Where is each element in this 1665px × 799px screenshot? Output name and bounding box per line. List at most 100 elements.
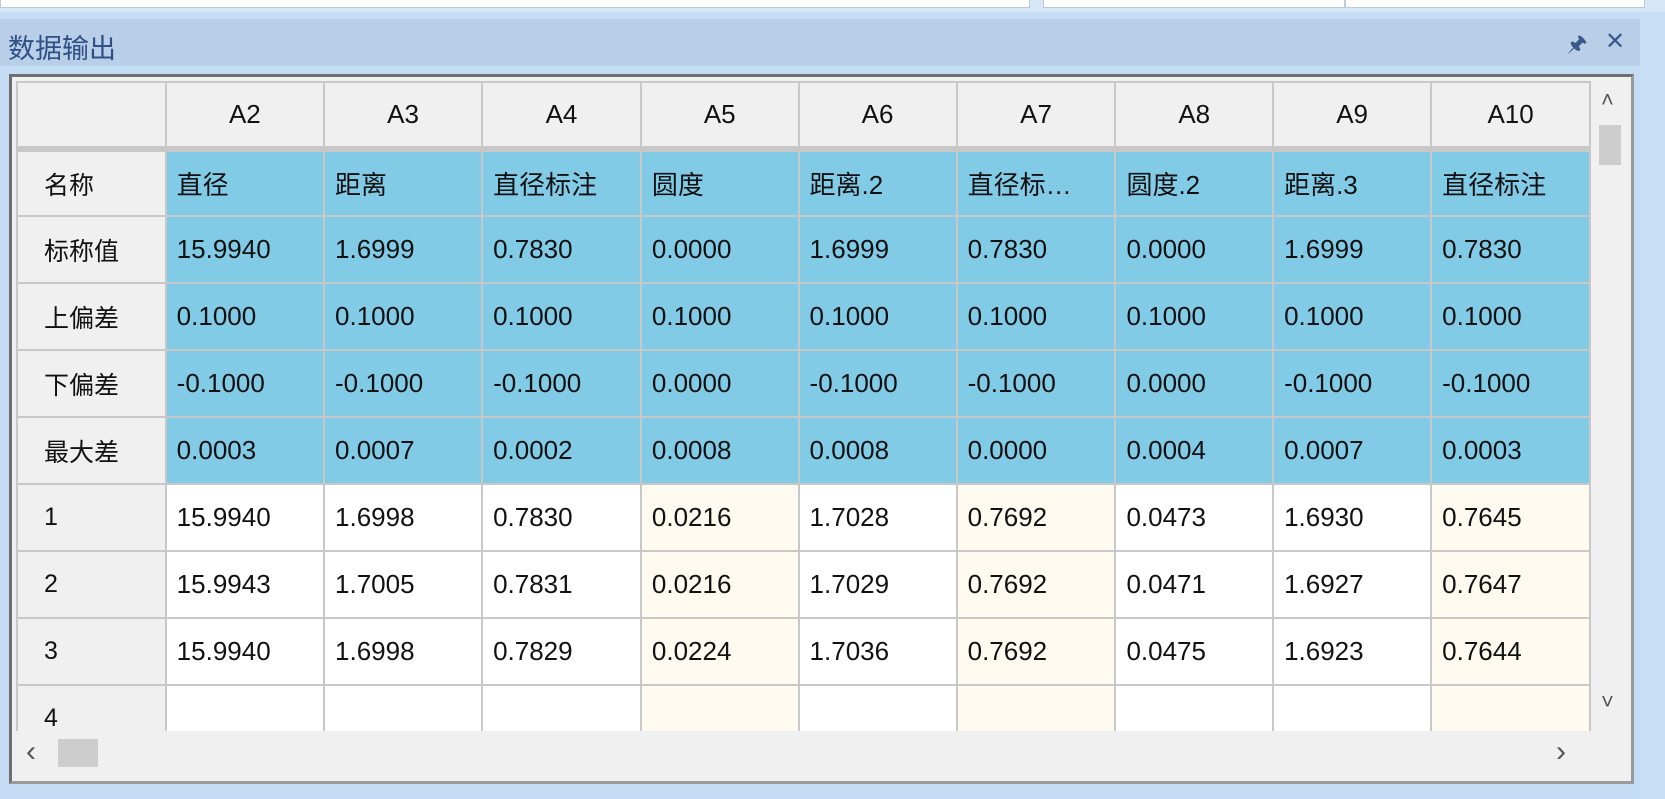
scroll-right-icon[interactable]: ›	[1556, 735, 1566, 768]
data-cell[interactable]: 15.9940	[164, 617, 326, 686]
scroll-left-icon[interactable]: ‹	[26, 735, 36, 768]
data-cell[interactable]: 0.7829	[481, 617, 642, 686]
data-cell[interactable]: 0.7692	[955, 550, 1117, 619]
row-header[interactable]: 3	[16, 617, 167, 686]
data-cell[interactable]: 0.7692	[955, 483, 1117, 552]
spec-cell[interactable]: 0.1000	[481, 282, 642, 351]
panel-title-bar[interactable]: 数据输出 🖈︎ ✕	[0, 19, 1640, 66]
spec-cell[interactable]: 15.9940	[164, 215, 326, 284]
data-cell[interactable]: 0.0473	[1114, 483, 1275, 552]
column-header[interactable]: A3	[323, 81, 484, 152]
spec-cell[interactable]: 0.1000	[955, 282, 1117, 351]
column-header[interactable]: A5	[639, 81, 800, 152]
vertical-scroll-thumb[interactable]	[1599, 125, 1621, 165]
data-cell[interactable]: 15.9943	[164, 550, 326, 619]
data-cell[interactable]: 0.7831	[481, 550, 642, 619]
spec-cell[interactable]: 0.1000	[639, 282, 800, 351]
spec-cell[interactable]: 直径标…	[955, 148, 1117, 217]
spec-cell[interactable]: 0.0000	[639, 349, 800, 418]
column-header[interactable]: A10	[1430, 81, 1591, 152]
data-cell[interactable]	[1430, 684, 1591, 731]
spec-cell[interactable]: -0.1000	[164, 349, 326, 418]
spec-cell[interactable]: 圆度.2	[1114, 148, 1275, 217]
spec-cell[interactable]: 距离.3	[1272, 148, 1433, 217]
data-cell[interactable]: 0.0471	[1114, 550, 1275, 619]
row-header[interactable]: 标称值	[16, 215, 167, 284]
row-header[interactable]: 上偏差	[16, 282, 167, 351]
spec-cell[interactable]: 0.0004	[1114, 416, 1275, 485]
data-cell[interactable]	[639, 684, 800, 731]
spec-cell[interactable]: 0.1000	[1114, 282, 1275, 351]
spec-cell[interactable]: -0.1000	[797, 349, 958, 418]
spec-cell[interactable]: 直径标注	[481, 148, 642, 217]
spec-cell[interactable]: -0.1000	[1272, 349, 1433, 418]
vertical-scrollbar[interactable]: ˄ ˅	[1591, 81, 1629, 731]
row-header[interactable]: 最大差	[16, 416, 167, 485]
data-cell[interactable]	[955, 684, 1117, 731]
data-cell[interactable]: 1.7028	[797, 483, 958, 552]
column-header[interactable]: A6	[797, 81, 958, 152]
spec-cell[interactable]: 圆度	[639, 148, 800, 217]
spec-cell[interactable]: 1.6999	[323, 215, 484, 284]
spec-cell[interactable]: 0.1000	[1430, 282, 1591, 351]
spec-cell[interactable]: 0.0003	[164, 416, 326, 485]
row-header[interactable]: 4	[16, 684, 167, 731]
spec-cell[interactable]: 0.1000	[323, 282, 484, 351]
data-cell[interactable]	[164, 684, 326, 731]
spec-cell[interactable]: 0.1000	[164, 282, 326, 351]
spec-cell[interactable]: 0.1000	[1272, 282, 1433, 351]
close-icon[interactable]: ✕	[1605, 28, 1626, 55]
data-cell[interactable]: 1.6923	[1272, 617, 1433, 686]
spec-cell[interactable]: -0.1000	[1430, 349, 1591, 418]
data-cell[interactable]: 0.7830	[481, 483, 642, 552]
data-cell[interactable]: 15.9940	[164, 483, 326, 552]
spec-cell[interactable]: 直径	[164, 148, 326, 217]
data-cell[interactable]: 1.6998	[323, 617, 484, 686]
row-header[interactable]: 下偏差	[16, 349, 167, 418]
data-cell[interactable]: 1.6930	[1272, 483, 1433, 552]
horizontal-scrollbar[interactable]: ‹ ›	[16, 731, 1591, 775]
data-cell[interactable]: 1.7029	[797, 550, 958, 619]
column-header[interactable]: A8	[1114, 81, 1275, 152]
spec-cell[interactable]: 1.6999	[797, 215, 958, 284]
horizontal-scroll-thumb[interactable]	[58, 739, 98, 767]
spec-cell[interactable]: 0.7830	[955, 215, 1117, 284]
spec-cell[interactable]: 距离.2	[797, 148, 958, 217]
spec-cell[interactable]: 0.0008	[639, 416, 800, 485]
spec-cell[interactable]: 0.0000	[639, 215, 800, 284]
spec-cell[interactable]: 0.0007	[323, 416, 484, 485]
scroll-up-icon[interactable]: ˄	[1601, 87, 1614, 112]
data-cell[interactable]: 1.7036	[797, 617, 958, 686]
data-cell[interactable]: 1.7005	[323, 550, 484, 619]
spec-cell[interactable]: 0.7830	[481, 215, 642, 284]
row-header[interactable]: 1	[16, 483, 167, 552]
data-cell[interactable]: 0.7647	[1430, 550, 1591, 619]
data-cell[interactable]	[481, 684, 642, 731]
data-cell[interactable]: 0.0216	[639, 483, 800, 552]
column-header[interactable]: A7	[955, 81, 1117, 152]
data-cell[interactable]	[1114, 684, 1275, 731]
data-cell[interactable]: 0.0475	[1114, 617, 1275, 686]
spec-cell[interactable]: 0.0002	[481, 416, 642, 485]
spec-cell[interactable]: 0.0000	[1114, 349, 1275, 418]
row-header[interactable]: 名称	[16, 148, 167, 217]
column-header[interactable]: A9	[1272, 81, 1433, 152]
column-header[interactable]: A4	[481, 81, 642, 152]
data-cell[interactable]	[1272, 684, 1433, 731]
data-cell[interactable]: 0.7645	[1430, 483, 1591, 552]
pin-icon[interactable]: 🖈︎	[1567, 31, 1588, 56]
data-cell[interactable]: 1.6927	[1272, 550, 1433, 619]
spec-cell[interactable]: 距离	[323, 148, 484, 217]
spec-cell[interactable]: 0.1000	[797, 282, 958, 351]
data-cell[interactable]	[323, 684, 484, 731]
spec-cell[interactable]: -0.1000	[481, 349, 642, 418]
column-header[interactable]: A2	[164, 81, 326, 152]
spec-cell[interactable]: -0.1000	[955, 349, 1117, 418]
data-cell[interactable]: 0.7644	[1430, 617, 1591, 686]
row-header[interactable]: 2	[16, 550, 167, 619]
data-cell[interactable]: 1.6998	[323, 483, 484, 552]
spec-cell[interactable]: 0.0007	[1272, 416, 1433, 485]
data-cell[interactable]: 0.7692	[955, 617, 1117, 686]
data-cell[interactable]: 0.0216	[639, 550, 800, 619]
scroll-down-icon[interactable]: ˅	[1601, 689, 1614, 714]
